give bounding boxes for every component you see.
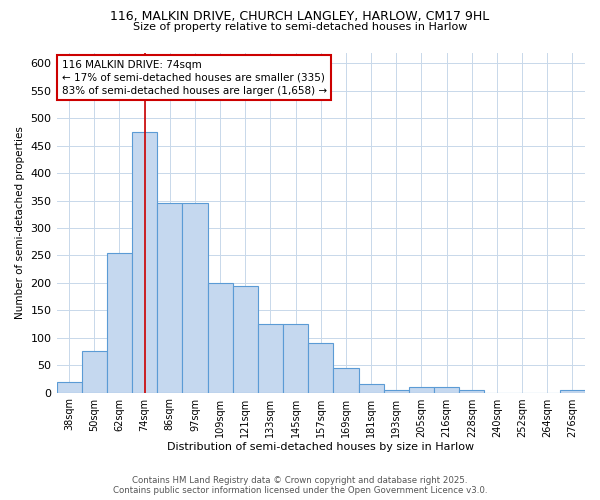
Bar (157, 204, 182, 392)
Bar (283, 324, 308, 392)
Bar (434, 387, 459, 392)
Bar (233, 286, 258, 393)
Bar (359, 384, 383, 392)
Bar (82, 352, 107, 393)
Text: 116 MALKIN DRIVE: 74sqm
← 17% of semi-detached houses are smaller (335)
83% of s: 116 MALKIN DRIVE: 74sqm ← 17% of semi-de… (62, 60, 326, 96)
Text: 116, MALKIN DRIVE, CHURCH LANGLEY, HARLOW, CM17 9HL: 116, MALKIN DRIVE, CHURCH LANGLEY, HARLO… (110, 10, 490, 23)
Bar (459, 390, 484, 392)
Bar (409, 387, 434, 392)
Bar (132, 132, 157, 392)
Bar (308, 343, 334, 392)
X-axis label: Distribution of semi-detached houses by size in Harlow: Distribution of semi-detached houses by … (167, 442, 475, 452)
Bar (383, 390, 409, 392)
Bar (258, 324, 283, 392)
Bar (560, 390, 585, 392)
Y-axis label: Number of semi-detached properties: Number of semi-detached properties (15, 126, 25, 319)
Bar (208, 283, 233, 393)
Bar (334, 368, 359, 392)
Bar (107, 252, 132, 392)
Bar (56, 382, 82, 392)
Bar (182, 204, 208, 392)
Text: Size of property relative to semi-detached houses in Harlow: Size of property relative to semi-detach… (133, 22, 467, 32)
Text: Contains HM Land Registry data © Crown copyright and database right 2025.
Contai: Contains HM Land Registry data © Crown c… (113, 476, 487, 495)
